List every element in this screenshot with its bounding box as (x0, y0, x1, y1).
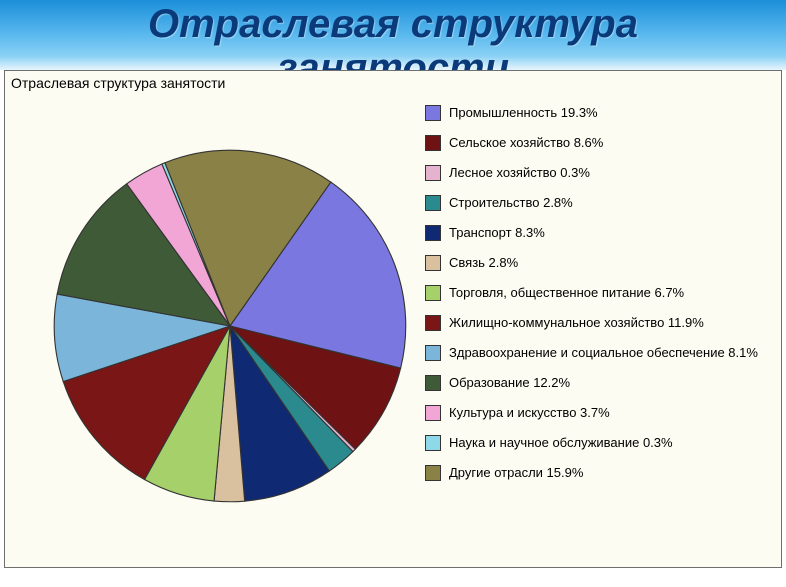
legend-item: Торговля, общественное питание 6.7% (425, 285, 781, 301)
title-line-2: занятости (0, 46, 786, 70)
legend-item: Промышленность 19.3% (425, 105, 781, 121)
legend-swatch (425, 225, 441, 241)
legend-label: Сельское хозяйство 8.6% (449, 135, 781, 151)
legend-swatch (425, 135, 441, 151)
legend-item: Строительство 2.8% (425, 195, 781, 211)
legend-label: Жилищно-коммунальное хозяйство 11.9% (449, 315, 781, 331)
legend-swatch (425, 345, 441, 361)
legend-item: Наука и научное обслуживание 0.3% (425, 435, 781, 451)
legend-item: Культура и искусство 3.7% (425, 405, 781, 421)
legend-label: Наука и научное обслуживание 0.3% (449, 435, 781, 451)
legend-swatch (425, 405, 441, 421)
legend-swatch (425, 375, 441, 391)
legend-item: Другие отрасли 15.9% (425, 465, 781, 481)
legend-swatch (425, 465, 441, 481)
legend: Промышленность 19.3% Сельское хозяйство 8… (425, 105, 781, 495)
pie-chart (45, 141, 415, 511)
legend-label: Торговля, общественное питание 6.7% (449, 285, 781, 301)
legend-swatch (425, 105, 441, 121)
legend-item: Здравоохранение и социальное обеспечение… (425, 345, 781, 361)
legend-item: Связь 2.8% (425, 255, 781, 271)
page-title: Отраслевая структура занятости (0, 0, 786, 70)
chart-frame: Отраслевая структура занятости Промышлен… (4, 70, 782, 568)
legend-label: Другие отрасли 15.9% (449, 465, 781, 481)
title-line-1: Отраслевая структура (148, 2, 638, 46)
legend-item: Транспорт 8.3% (425, 225, 781, 241)
legend-swatch (425, 195, 441, 211)
legend-label: Промышленность 19.3% (449, 105, 781, 121)
legend-label: Строительство 2.8% (449, 195, 781, 211)
legend-swatch (425, 165, 441, 181)
legend-item: Образование 12.2% (425, 375, 781, 391)
page-header: Отраслевая структура занятости (0, 0, 786, 70)
legend-item: Сельское хозяйство 8.6% (425, 135, 781, 151)
legend-swatch (425, 285, 441, 301)
legend-item: Лесное хозяйство 0.3% (425, 165, 781, 181)
legend-label: Лесное хозяйство 0.3% (449, 165, 781, 181)
legend-label: Образование 12.2% (449, 375, 781, 391)
legend-label: Здравоохранение и социальное обеспечение… (449, 345, 781, 361)
legend-label: Связь 2.8% (449, 255, 781, 271)
legend-swatch (425, 255, 441, 271)
pie-svg (45, 141, 415, 511)
legend-label: Культура и искусство 3.7% (449, 405, 781, 421)
legend-swatch (425, 315, 441, 331)
legend-swatch (425, 435, 441, 451)
chart-title: Отраслевая структура занятости (11, 75, 225, 91)
legend-label: Транспорт 8.3% (449, 225, 781, 241)
legend-item: Жилищно-коммунальное хозяйство 11.9% (425, 315, 781, 331)
